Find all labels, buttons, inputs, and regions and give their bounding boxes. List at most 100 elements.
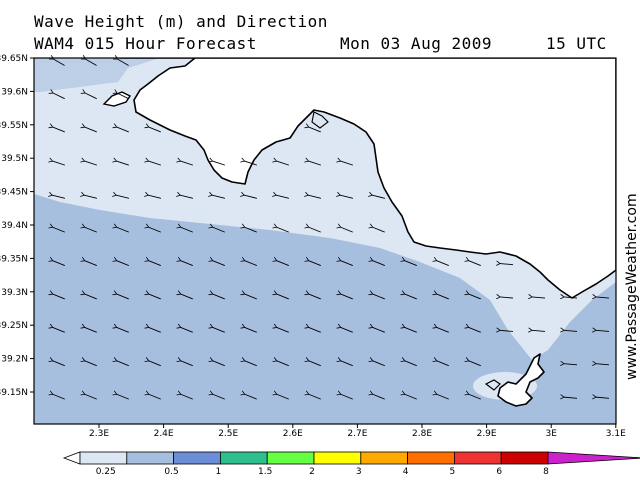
wave-arrow [176,223,193,233]
wave-arrow [240,323,257,333]
wave-arrow [272,357,289,367]
legend-swatch [219,451,268,465]
wave-arrow [240,290,257,300]
wave-arrow [496,294,514,300]
wave-arrow [176,290,193,300]
wave-arrow [304,123,321,133]
wave-arrow [176,157,193,166]
wave-arrow [240,357,257,367]
wave-arrow [80,323,97,333]
wave-arrow [336,157,353,166]
wave-arrow [144,123,161,133]
wave-arrow [48,157,65,166]
wave-arrow [112,89,129,100]
wave-arrow [368,290,385,300]
legend-swatch-high [547,451,640,465]
wave-arrow [144,323,161,333]
lat-label: 39.3N [1,288,28,298]
land-cabrera [497,353,545,407]
legend-swatch [453,451,502,465]
legend-label: 0.25 [96,467,116,477]
wave-arrow [336,390,353,400]
wave-arrow [496,260,514,266]
lat-label: 39.45N [0,188,28,198]
wave-arrow [304,290,321,300]
forecast-date: Mon 03 Aug 2009 [340,34,492,53]
forecast-time: 15 UTC [546,34,607,53]
wave-arrow [112,390,129,400]
wave-arrow [48,89,65,100]
wave-arrow [336,323,353,333]
wave-arrow [208,191,226,199]
wave-height-legend: 0.25 0.5 1 1.5 2 3 4 5 6 8 [62,451,640,477]
legend-swatch [360,451,408,465]
lat-label: 39.6N [1,87,28,97]
wave-arrow [336,256,353,266]
wave-arrow [48,191,66,199]
lon-label: 2.9E [477,429,497,439]
wave-arrow [176,357,193,367]
wave-arrow [560,394,578,400]
legend-label: 1 [216,467,222,477]
wave-arrow [400,390,417,400]
wave-arrow [528,294,546,300]
lon-label: 2.8E [412,429,432,439]
lat-label: 39.25N [0,321,28,331]
wave-arrow [560,294,578,300]
lat-label: 39.55N [0,121,28,131]
wave-arrow [80,89,97,100]
wave-arrow [49,55,65,66]
wave-arrow [48,223,65,233]
wave-arrow [592,394,610,400]
wave-arrow [144,390,161,400]
lon-label: 2.5E [218,429,238,439]
wave-arrow [240,223,257,233]
legend-label: 6 [496,467,502,477]
wave-arrow [80,290,97,300]
wave-arrow [48,256,65,266]
wave-arrow [336,290,353,300]
wave-arrow [80,357,97,367]
wave-arrow [144,357,161,367]
wave-arrow [112,191,130,199]
land-islet [102,91,132,107]
wave-arrow [208,357,225,367]
wave-arrow [240,191,258,199]
legend-label: 4 [403,467,409,477]
wave-arrow [592,360,610,367]
wave-arrow [112,223,129,233]
wave-arrow [400,290,417,300]
wave-arrow [48,357,65,367]
wave-arrow [112,290,129,300]
lon-label: 2.6E [283,429,303,439]
legend-swatch [79,451,128,465]
wave-arrow [144,256,161,266]
wave-arrow [592,294,610,300]
wave-arrow [368,223,385,233]
wave-arrow [240,390,257,400]
wave-arrow [112,357,129,367]
lon-label: 3.1E [606,429,626,439]
lon-label: 2.7E [347,429,367,439]
legend-label: 2 [309,467,315,477]
wave-arrow [464,357,481,367]
wave-arrow [432,390,449,400]
legend-swatch [407,451,455,465]
wave-arrow [208,157,225,166]
lon-label: 2.4E [154,429,174,439]
wave-arrow [48,390,65,400]
wave-arrow [592,327,610,333]
wave-arrow [464,323,481,333]
lat-label: 39.15N [0,388,28,398]
wave-arrow [48,323,65,333]
land-mallorca [119,58,616,299]
wave-arrow [496,327,514,333]
lat-label: 39.65N [0,54,28,64]
wave-arrow [80,223,97,233]
wave-arrow [336,223,353,233]
legend-swatch-low [62,451,81,465]
wave-arrow [432,290,449,300]
wave-arrow [368,323,385,333]
wave-arrow [304,323,321,333]
